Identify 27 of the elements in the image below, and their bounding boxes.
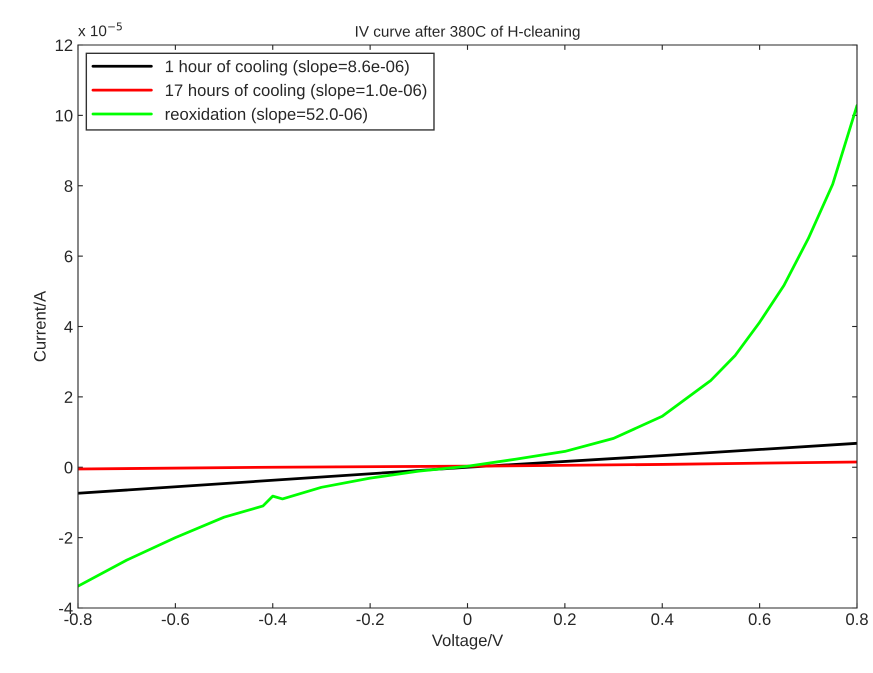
legend-label: 1 hour of cooling (slope=8.6e-06) — [166, 60, 409, 76]
x-tick-label: 0.6 — [748, 613, 770, 626]
legend-label: 17 hours of cooling (slope=1.0e-06) — [166, 84, 426, 100]
y-tick-label: 2 — [64, 391, 72, 403]
x-tick-label: -0.8 — [64, 613, 92, 626]
line-series — [78, 104, 857, 588]
y-axis-title: Current/A — [34, 290, 46, 362]
y-tick-label: -2 — [59, 532, 72, 544]
text: x 10$^{−5}$ — [78, 22, 122, 36]
y-tick-label: 10 — [56, 110, 72, 122]
chart-title: IV curve after 380C of H-cleaning — [356, 26, 580, 40]
y-tick-label: 12 — [56, 39, 72, 52]
y-tick-label: -4 — [59, 602, 73, 614]
x-tick-label: 0.4 — [651, 613, 674, 626]
y-tick-label: 0 — [64, 462, 72, 474]
x-tick-label: 0 — [464, 613, 472, 626]
y-tick-label: 6 — [64, 250, 72, 262]
x-tick-label: -0.4 — [259, 613, 287, 626]
x-axis-title: Voltage/V — [432, 634, 504, 650]
x-tick-label: 0.8 — [846, 613, 868, 626]
legend-label: reoxidation (slope=52.0-06) — [166, 108, 367, 124]
x-tick-label: 0.2 — [554, 613, 576, 626]
y-tick-label: 4 — [64, 321, 73, 333]
y-tick-label: 8 — [64, 180, 72, 192]
line-series — [78, 460, 857, 470]
x-tick-label: -0.6 — [162, 613, 190, 626]
x-tick-label: -0.2 — [356, 613, 384, 626]
